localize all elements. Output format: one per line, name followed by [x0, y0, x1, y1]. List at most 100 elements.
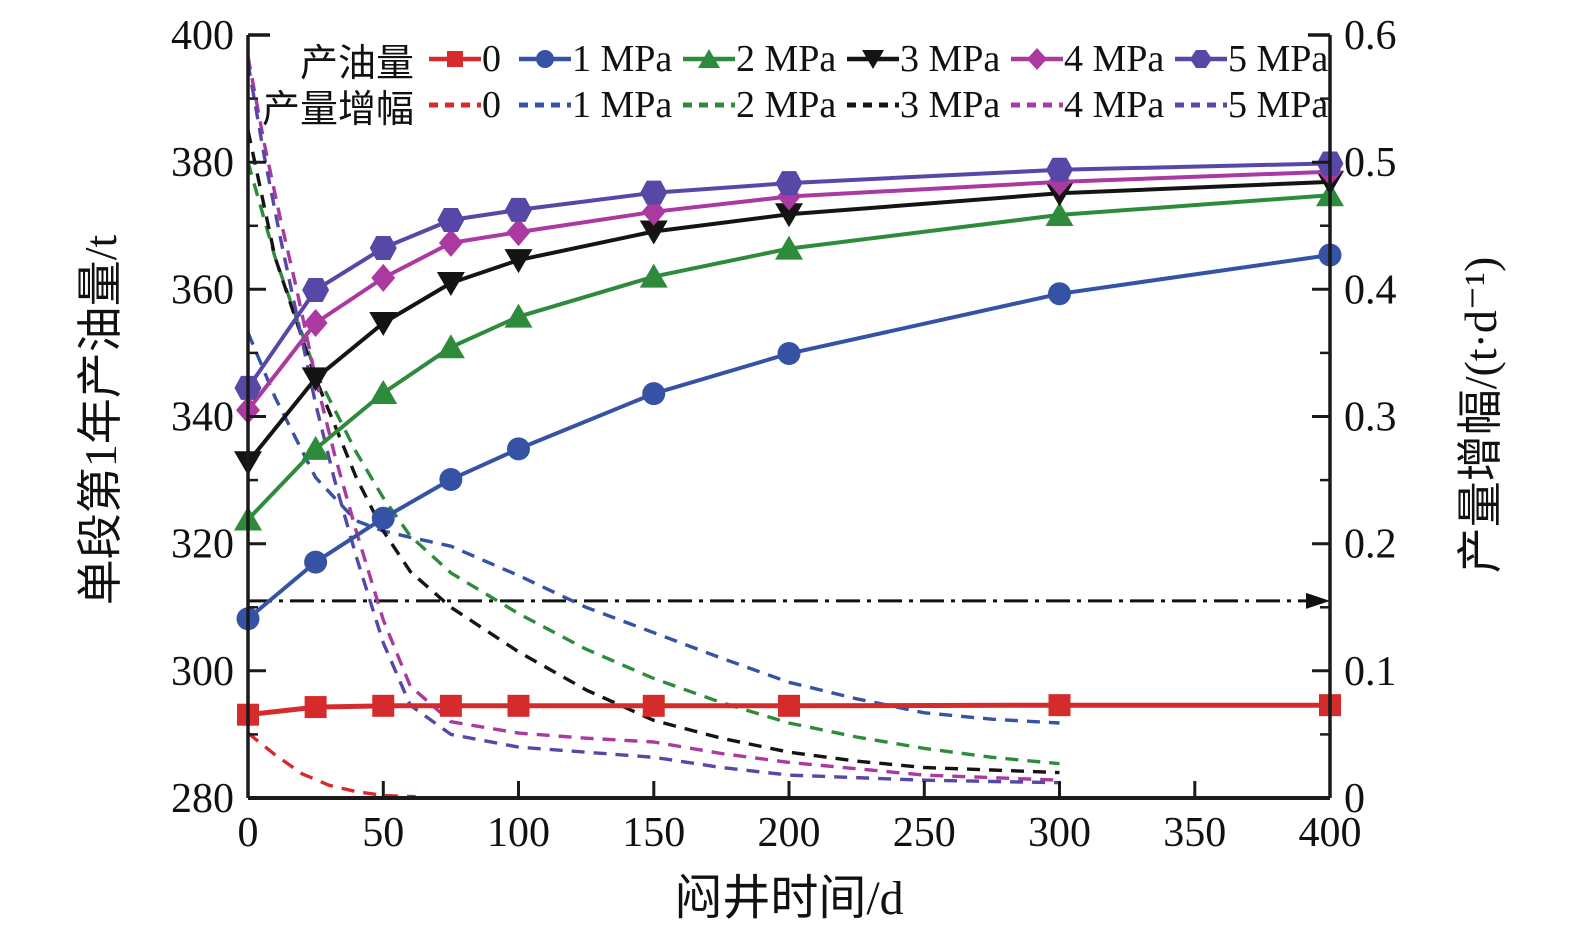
circle-marker-1MPa — [304, 550, 328, 574]
left-axis-title: 单段第1年产油量/t — [75, 234, 126, 606]
legend-row-production: 产油量 0 1 MPa 2 MPa 3 MPa 4 MPa 5 MPa — [258, 36, 1338, 85]
triangle-up-marker-2MPa — [639, 263, 668, 288]
dashed-series-line-5MPa — [246, 62, 1060, 785]
legend-item-increase-2MPa: 2 MPa — [682, 83, 836, 127]
square-marker-0 — [372, 694, 395, 717]
square-marker-0 — [642, 694, 665, 717]
triangle-down-marker-icon — [862, 50, 884, 69]
x-tick-label-300: 300 — [1028, 810, 1091, 856]
square-marker-0 — [778, 694, 800, 717]
dashed-series-line-4MPa — [246, 56, 1060, 782]
legend-label: 3 MPa — [900, 84, 1001, 126]
x-tick-label-400: 400 — [1299, 810, 1362, 856]
legend-sample-dashed-1MPa — [519, 102, 571, 108]
right-tick-label-0.4: 0.4 — [1344, 267, 1397, 313]
legend-label: 4 MPa — [1064, 38, 1165, 80]
square-marker-icon — [447, 51, 463, 67]
x-tick-label-0: 0 — [238, 810, 259, 856]
legend-sample-dashed-5MPa — [1175, 102, 1227, 108]
hexagon-marker-5MPa — [505, 197, 532, 222]
legend-sample-solid-1MPa — [519, 50, 571, 68]
dashed-series-line-2MPa — [246, 161, 1060, 766]
solid-series-line-1MPa — [246, 253, 1331, 621]
legend-sample-dashed-4MPa — [1011, 102, 1063, 108]
legend-sample-solid-2MPa — [683, 49, 735, 68]
legend-label: 2 MPa — [736, 84, 837, 126]
square-marker-0 — [507, 694, 530, 717]
triangle-up-marker-2MPa — [301, 435, 330, 460]
legend-item-increase-3MPa: 3 MPa — [846, 83, 1000, 127]
left-tick-label-380: 380 — [171, 140, 234, 186]
legend-sample-solid-3MPa — [847, 50, 899, 69]
diamond-marker-4MPa — [303, 309, 328, 338]
legend-item-increase-1MPa: 1 MPa — [518, 83, 672, 127]
hexagon-marker-5MPa — [302, 277, 330, 302]
x-tick-label-350: 350 — [1163, 810, 1226, 856]
triangle-up-marker-2MPa — [504, 303, 533, 328]
legend-item-increase-5MPa: 5 MPa — [1174, 83, 1328, 127]
left-tick-label-320: 320 — [171, 522, 234, 568]
hexagon-marker-icon — [1190, 50, 1212, 68]
triangle-down-marker-3MPa — [369, 312, 398, 337]
left-tick-label-280: 280 — [171, 776, 234, 822]
dashed-series-line-0 — [246, 731, 416, 799]
triangle-down-marker-3MPa — [504, 249, 533, 274]
triangle-down-marker-3MPa — [639, 220, 668, 245]
circle-marker-icon — [536, 50, 554, 68]
circle-marker-1MPa — [371, 506, 395, 530]
triangle-down-marker-3MPa — [436, 271, 465, 296]
hexagon-marker-5MPa — [369, 236, 397, 261]
legend-item-production-4MPa: 4 MPa — [1010, 37, 1164, 81]
legend-item-production-2MPa: 2 MPa — [682, 37, 836, 81]
right-tick-label-0: 0 — [1344, 776, 1365, 822]
right-tick-label-0.2: 0.2 — [1344, 522, 1397, 568]
legend-item-increase-0: 0 — [428, 83, 508, 127]
x-tick-label-150: 150 — [622, 810, 685, 856]
left-tick-label-400: 400 — [171, 13, 234, 59]
dashed-series-line-3MPa — [246, 130, 1060, 775]
triangle-up-marker-icon — [698, 49, 720, 68]
legend-label: 1 MPa — [572, 84, 673, 126]
legend-label: 5 MPa — [1228, 38, 1329, 80]
right-tick-label-0.5: 0.5 — [1344, 140, 1397, 186]
left-tick-label-360: 360 — [171, 267, 234, 313]
legend-label: 5 MPa — [1228, 84, 1329, 126]
legend-sample-solid-5MPa — [1175, 50, 1227, 68]
legend-sample-dashed-3MPa — [847, 102, 899, 108]
square-marker-0 — [1048, 694, 1071, 717]
dashed-series-line-1MPa — [246, 331, 1060, 725]
legend-label: 4 MPa — [1064, 84, 1165, 126]
right-axis-title: 产量增幅/(t·d⁻¹) — [1455, 256, 1506, 574]
legend-label: 0 — [482, 84, 501, 126]
legend-row-increase: 产量增幅 0 1 MPa 2 MPa 3 MPa 4 MPa 5 MPa — [258, 82, 1338, 131]
legend-title-production: 产油量 — [299, 42, 414, 85]
legend-item-production-5MPa: 5 MPa — [1174, 37, 1328, 81]
reference-line-arrow-icon — [1306, 592, 1330, 609]
legend-sample-dashed-0 — [429, 102, 481, 108]
diamond-marker-4MPa — [371, 263, 396, 292]
square-marker-0 — [439, 694, 462, 717]
legend-label: 1 MPa — [572, 38, 673, 80]
triangle-up-marker-2MPa — [775, 235, 803, 260]
hexagon-marker-5MPa — [775, 171, 803, 196]
right-tick-label-0.1: 0.1 — [1344, 649, 1397, 695]
triangle-down-marker-3MPa — [301, 367, 330, 392]
x-tick-label-50: 50 — [362, 810, 404, 856]
diamond-marker-4MPa — [438, 228, 463, 257]
legend-item-production-0: 0 — [428, 37, 508, 81]
x-tick-label-100: 100 — [487, 810, 550, 856]
legend-sample-solid-0 — [429, 51, 481, 67]
triangle-up-marker-2MPa — [436, 334, 465, 359]
triangle-up-marker-2MPa — [369, 379, 398, 404]
legend-item-production-1MPa: 1 MPa — [518, 37, 672, 81]
circle-marker-1MPa — [642, 382, 666, 406]
circle-marker-1MPa — [439, 467, 463, 491]
diamond-marker-icon — [1027, 48, 1047, 70]
legend-item-production-3MPa: 3 MPa — [846, 37, 1000, 81]
legend-title-increase: 产量增幅 — [261, 88, 414, 131]
triangle-down-marker-3MPa — [775, 203, 803, 228]
diamond-marker-4MPa — [641, 197, 666, 226]
circle-marker-1MPa — [777, 342, 801, 366]
left-tick-label-340: 340 — [171, 395, 234, 441]
